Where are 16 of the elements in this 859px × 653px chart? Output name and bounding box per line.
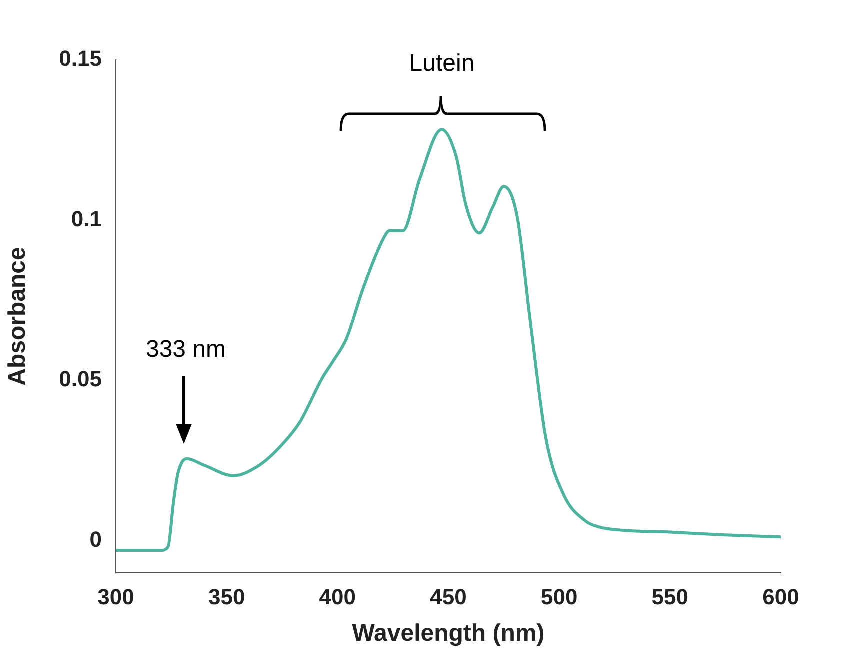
y-tick-label: 0 [90,527,102,552]
x-tick-label: 350 [208,584,246,610]
y-tick-label: 0.15 [59,46,102,72]
x-tick-label: 450 [430,584,467,610]
x-tick-label: 500 [540,584,578,610]
y-tick-label: 0.05 [59,366,102,392]
line-series [116,128,781,552]
x-tick-label: 550 [652,584,689,610]
x-axis-title: Wavelength (nm) [352,620,545,648]
y-tick-label: 0.1 [71,206,102,232]
x-tick-label: 400 [319,584,356,610]
x-tick-label: 600 [762,584,800,610]
y-axis-title: Absorbance [4,247,32,386]
annotation: Lutein [409,50,475,78]
annotation: 333 nm [146,336,226,364]
x-tick-label: 300 [98,584,134,610]
